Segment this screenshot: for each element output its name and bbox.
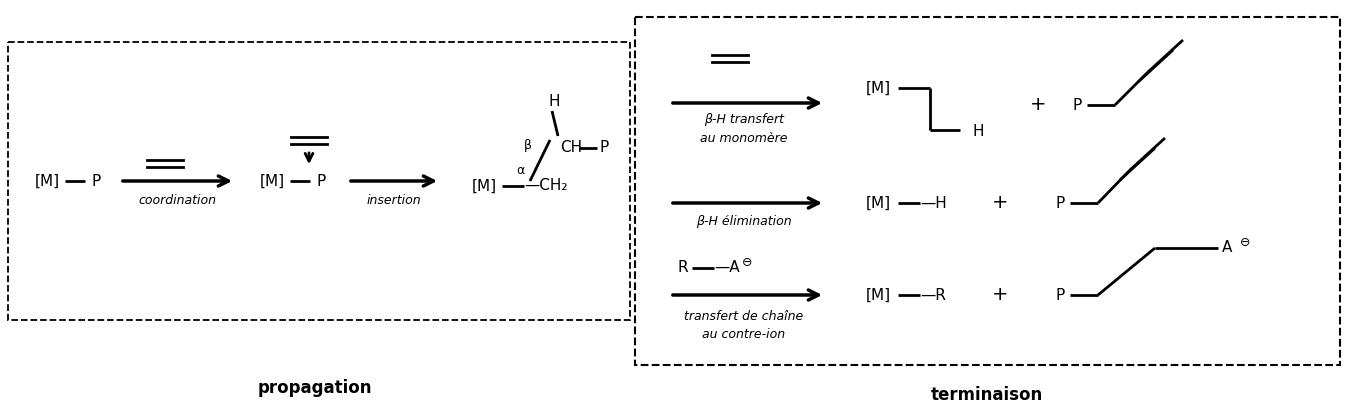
Text: [M]: [M]: [866, 195, 890, 211]
Text: —A: —A: [714, 261, 740, 275]
Text: H: H: [548, 95, 560, 109]
Text: P: P: [1073, 97, 1081, 112]
Text: [M]: [M]: [866, 81, 890, 95]
Text: P: P: [317, 173, 326, 188]
Text: [M]: [M]: [471, 178, 497, 194]
Text: β-H transfert: β-H transfert: [704, 114, 783, 126]
Text: ⊖: ⊖: [1239, 235, 1250, 249]
Text: —H: —H: [920, 195, 947, 211]
Text: +: +: [1030, 95, 1046, 114]
Text: [M]: [M]: [866, 287, 890, 302]
Text: coordination: coordination: [138, 195, 216, 207]
Text: —CH₂: —CH₂: [524, 178, 567, 194]
Text: P: P: [1055, 287, 1065, 302]
Text: [M]: [M]: [260, 173, 284, 188]
Text: au contre-ion: au contre-ion: [702, 328, 786, 340]
Text: P: P: [92, 173, 100, 188]
Text: P: P: [599, 140, 609, 156]
Text: α: α: [515, 164, 524, 176]
Text: P: P: [1055, 195, 1065, 211]
Bar: [635, 17, 1339, 365]
Text: transfert de chaîne: transfert de chaîne: [685, 309, 804, 323]
Text: β-H élimination: β-H élimination: [697, 216, 792, 228]
Text: [M]: [M]: [34, 173, 60, 188]
Text: insertion: insertion: [367, 195, 421, 207]
Text: A: A: [1222, 240, 1233, 256]
Text: propagation: propagation: [258, 379, 372, 397]
Text: H: H: [971, 124, 984, 140]
Text: au monomère: au monomère: [701, 131, 787, 145]
Text: β: β: [524, 138, 532, 152]
Text: ⊖: ⊖: [741, 256, 752, 268]
Text: CH: CH: [560, 140, 582, 156]
Text: terminaison: terminaison: [931, 386, 1043, 404]
Text: +: +: [992, 194, 1008, 213]
Text: —R: —R: [920, 287, 946, 302]
Bar: [8, 42, 630, 320]
Text: R: R: [678, 261, 689, 275]
Text: +: +: [992, 285, 1008, 304]
